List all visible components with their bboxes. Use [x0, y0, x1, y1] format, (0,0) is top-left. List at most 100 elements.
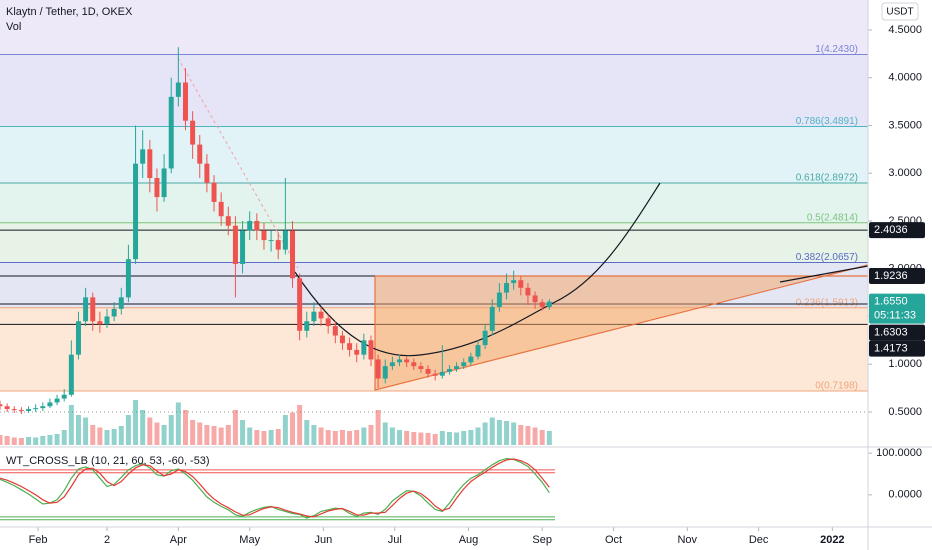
volume-bar	[461, 431, 467, 445]
volume-bar	[40, 436, 46, 445]
volume-bar	[140, 410, 146, 445]
volume-bar	[161, 425, 167, 445]
volume-bar	[325, 430, 331, 445]
volume-bar	[204, 425, 210, 445]
volume-bar	[539, 430, 545, 445]
candle-body	[339, 335, 345, 344]
candle-body	[26, 409, 32, 412]
price-tag	[869, 324, 925, 341]
volume-bar	[339, 430, 345, 445]
volume-bar	[347, 431, 353, 445]
candle-body	[47, 402, 53, 407]
candle-body	[347, 343, 353, 350]
candle-body	[175, 82, 181, 97]
candle-body	[546, 301, 552, 307]
volume-bar	[118, 426, 124, 445]
candle-body	[504, 283, 510, 293]
volume-bar	[54, 434, 60, 445]
x-tick-label: Nov	[677, 534, 697, 546]
volume-bar	[11, 437, 17, 445]
fib-band	[0, 0, 868, 55]
fib-band	[0, 126, 868, 184]
fib-label: 0.618(2.8972)	[796, 173, 858, 184]
candle-body	[218, 201, 224, 217]
volume-bar	[397, 430, 403, 445]
volume-bar	[133, 400, 139, 445]
candle-body	[140, 149, 146, 164]
price-tag-label: 2.4036	[874, 224, 908, 236]
indicator-pane	[0, 457, 555, 521]
candle-body	[68, 354, 74, 395]
candle-body	[18, 410, 24, 412]
candle-body	[511, 280, 517, 284]
candle-body	[154, 178, 160, 198]
candles	[0, 47, 552, 414]
chart-title: Klaytn / Tether, 1D, OKEX	[6, 6, 133, 18]
candle-body	[190, 120, 196, 145]
volume-bar	[425, 433, 431, 445]
candle-body	[539, 302, 545, 307]
curve-drawing	[294, 182, 661, 357]
candle-body	[489, 306, 495, 331]
last-price-tag	[869, 293, 925, 324]
candle-body	[382, 366, 388, 379]
candle-body	[525, 287, 531, 296]
y-tick-label: 4.5000	[888, 24, 922, 36]
x-tick-label: Dec	[749, 534, 769, 546]
y-tick-label: 1.0000	[888, 358, 922, 370]
volume-bar	[261, 431, 267, 445]
volume-bar	[404, 431, 410, 445]
volume-bar	[304, 420, 310, 445]
candle-body	[404, 359, 410, 363]
x-tick-label: 2	[104, 534, 110, 546]
volume-bar	[389, 427, 395, 445]
candle-body	[40, 406, 46, 409]
candle-body	[482, 330, 488, 346]
candle-body	[225, 216, 231, 226]
axes: 4.50004.00003.50003.00002.50002.00001.50…	[29, 24, 925, 546]
volume-bar	[197, 422, 203, 445]
volume-bar	[218, 427, 224, 445]
volume-bar	[182, 410, 188, 445]
trend-drawing	[177, 57, 299, 269]
candle-body	[168, 96, 174, 169]
fib-label: 0.5(2.4814)	[807, 212, 858, 223]
candle-body	[197, 144, 203, 164]
volume-bar	[147, 417, 153, 445]
candle-body	[111, 308, 117, 317]
volume-bar	[18, 438, 24, 445]
volume-bar	[361, 427, 367, 445]
currency-label[interactable]: USDT	[886, 7, 913, 18]
volume-bar	[496, 420, 502, 445]
candle-body	[83, 297, 89, 322]
candle-body	[389, 362, 395, 367]
fib-band	[0, 222, 868, 263]
candle-body	[247, 220, 253, 231]
triangle-edge	[374, 264, 869, 391]
currency-button[interactable]	[881, 2, 919, 21]
candle-body	[232, 225, 238, 264]
candle-body	[297, 278, 303, 331]
volume-bar	[111, 429, 117, 445]
volume-bar	[532, 427, 538, 445]
volume-bar	[4, 436, 10, 445]
volume-bar	[240, 420, 246, 445]
candle-body	[61, 394, 67, 399]
volume-bar	[411, 432, 417, 445]
y-tick-label: 0.5000	[888, 406, 922, 418]
price-tag	[869, 340, 925, 357]
candle-body	[446, 368, 452, 372]
candle-body	[90, 297, 96, 322]
volume-bar	[97, 427, 103, 445]
candle-body	[0, 404, 3, 407]
candle-body	[261, 230, 267, 241]
candle-body	[518, 280, 524, 288]
price-tag	[869, 268, 925, 285]
price-tag-label: 1.4173	[874, 343, 908, 355]
candle-body	[118, 297, 124, 309]
volume-bar	[254, 430, 260, 445]
x-tick-label: Aug	[459, 534, 479, 546]
fib-band	[0, 54, 868, 127]
volume-bar	[268, 430, 274, 445]
candle-body	[4, 406, 10, 410]
